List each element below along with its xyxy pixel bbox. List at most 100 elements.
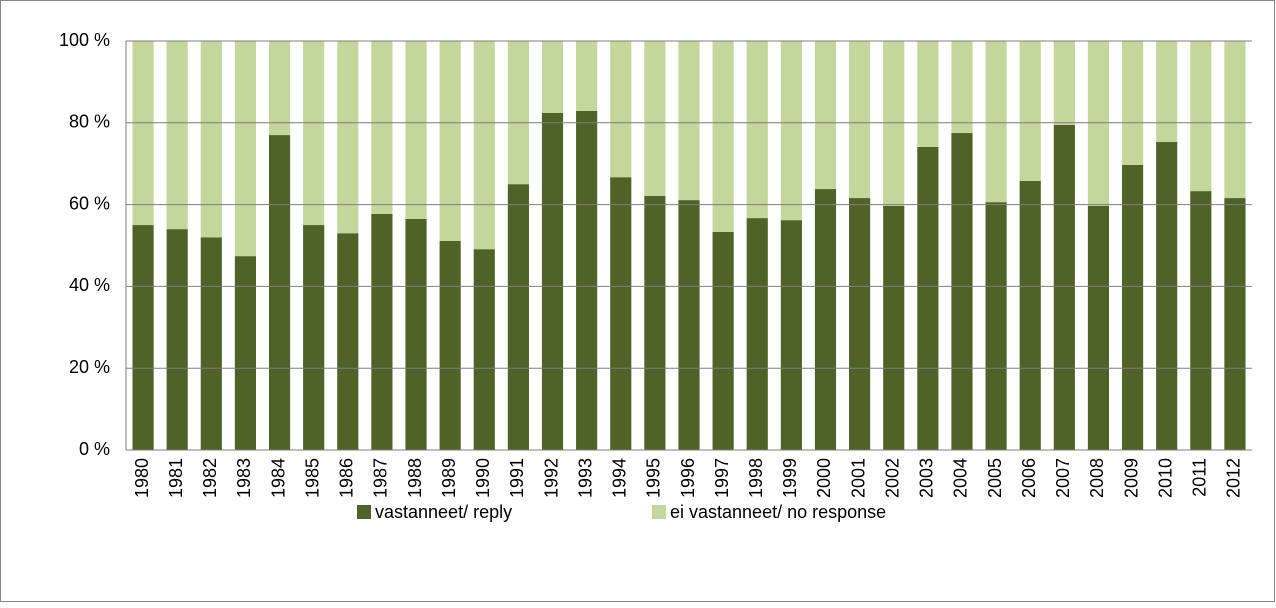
x-tick-label: 2011: [1190, 458, 1210, 497]
bar-segment: [678, 41, 700, 201]
bar-segment: [849, 41, 871, 199]
bar-segment: [576, 110, 598, 451]
y-tick-label: 100 %: [59, 30, 110, 50]
bar-segment: [780, 220, 802, 450]
y-tick-label: 20 %: [69, 357, 110, 377]
bar-segment: [268, 135, 291, 450]
bar-segment: [883, 205, 905, 450]
bar-segment: [610, 41, 632, 178]
x-tick-label: 2001: [848, 458, 868, 498]
bar-segment: [507, 41, 529, 185]
x-tick-label: 1980: [132, 458, 152, 498]
bar-segment: [303, 225, 325, 450]
bar-segment: [1087, 205, 1110, 450]
bar-segment: [678, 200, 700, 450]
bar-segment: [1053, 41, 1075, 125]
bar-segment: [1190, 41, 1212, 192]
x-tick-label: 1992: [541, 458, 561, 498]
bar-segment: [644, 41, 666, 197]
bar-segment: [1087, 41, 1110, 206]
x-tick-label: 2002: [882, 458, 902, 498]
bar-segment: [268, 41, 291, 136]
bar-segment: [507, 184, 529, 450]
bar-segment: [1053, 124, 1075, 450]
bar-segment: [541, 41, 564, 113]
bar-segment: [439, 241, 461, 450]
x-tick-label: 2012: [1224, 458, 1244, 498]
legend-label: ei vastanneet/ no response: [670, 502, 886, 522]
bar-segment: [985, 202, 1007, 450]
bar-segment: [780, 41, 802, 221]
bar-segment: [1224, 198, 1246, 450]
bar-segment: [1121, 41, 1144, 165]
bar-segment: [439, 41, 461, 242]
x-tick-label: 2010: [1155, 458, 1175, 498]
bar-segment: [1019, 180, 1041, 451]
bar-segment: [712, 232, 734, 450]
bar-segment: [746, 218, 768, 450]
bar-segment: [712, 41, 734, 233]
bar-segment: [1224, 41, 1246, 199]
bar-segment: [985, 41, 1007, 203]
x-tick-label: 2009: [1121, 458, 1141, 498]
bar-segment: [405, 41, 427, 219]
y-tick-label: 80 %: [69, 112, 110, 132]
x-tick-label: 1996: [678, 458, 698, 498]
bar-segment: [951, 133, 973, 450]
bar-segment: [1156, 142, 1178, 450]
x-tick-label: 1987: [371, 458, 391, 498]
bar-segment: [405, 218, 427, 450]
bar-segment: [166, 41, 188, 230]
y-tick-label: 40 %: [69, 275, 110, 295]
x-tick-label: 2003: [917, 458, 937, 498]
bar-segment: [200, 41, 222, 238]
bar-segment: [883, 41, 905, 206]
x-tick-label: 2008: [1087, 458, 1107, 498]
bar-segment: [917, 146, 939, 450]
bar-segment: [166, 229, 188, 450]
x-tick-label: 1988: [405, 458, 425, 498]
bar-segment: [1121, 164, 1144, 450]
y-tick-label: 0 %: [79, 439, 110, 459]
bar-segment: [132, 41, 154, 226]
bar-segment: [200, 237, 222, 450]
y-tick-label: 60 %: [69, 193, 110, 213]
x-tick-label: 1983: [234, 458, 254, 498]
bar-segment: [473, 41, 495, 250]
bar-segment: [132, 225, 154, 450]
x-tick-label: 2007: [1053, 458, 1073, 498]
x-tick-label: 1986: [337, 458, 357, 498]
bar-segment: [234, 41, 257, 257]
bar-segment: [303, 41, 325, 226]
bar-segment: [371, 41, 393, 215]
x-tick-label: 1985: [302, 458, 322, 498]
x-tick-label: 1982: [200, 458, 220, 498]
x-tick-label: 1991: [507, 458, 527, 498]
x-tick-label: 2004: [951, 458, 971, 498]
bar-segment: [473, 249, 495, 450]
bar-segment: [1190, 191, 1212, 450]
bar-segment: [1019, 41, 1041, 181]
x-tick-label: 1989: [439, 458, 459, 498]
bar-segment: [1156, 41, 1178, 143]
bar-segment: [917, 41, 939, 147]
x-tick-label: 2006: [1019, 458, 1039, 498]
bar-segment: [576, 41, 598, 111]
x-tick-label: 1993: [575, 458, 595, 498]
x-tick-label: 1984: [268, 458, 288, 498]
bar-segment: [814, 189, 837, 451]
bar-segment: [337, 41, 359, 234]
bar-segment: [610, 177, 632, 450]
x-tick-label: 2005: [985, 458, 1005, 498]
x-tick-label: 1981: [166, 458, 186, 498]
legend-swatch: [357, 505, 371, 519]
legend-label: vastanneet/ reply: [375, 502, 512, 522]
bar-segment: [371, 214, 393, 450]
bar-segment: [234, 256, 257, 450]
x-tick-label: 1999: [780, 458, 800, 498]
x-tick-label: 1997: [712, 458, 732, 498]
bar-segment: [951, 41, 973, 134]
x-tick-label: 1994: [610, 458, 630, 498]
